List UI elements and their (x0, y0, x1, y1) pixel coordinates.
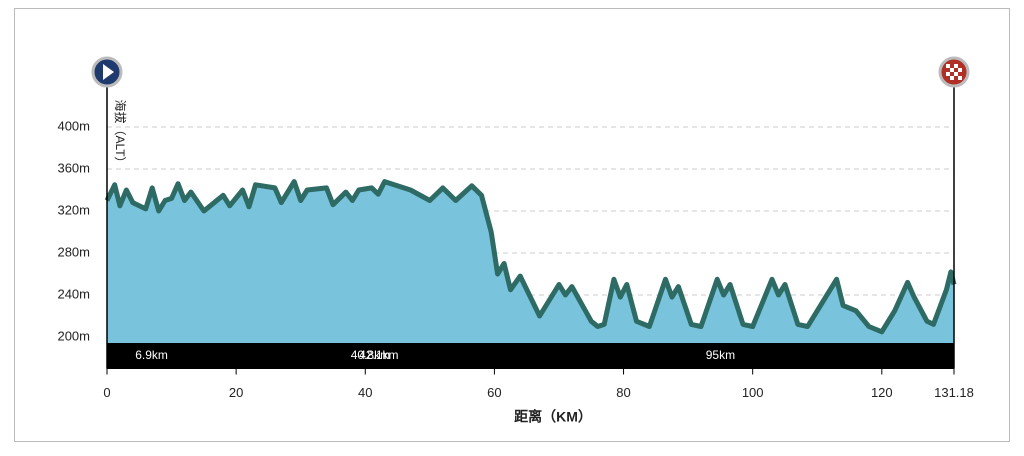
marker-label: 40.8km (351, 348, 390, 362)
start-arrow (103, 64, 114, 80)
elevation-line (104, 179, 957, 335)
y-tick-label: 360m (57, 160, 90, 175)
marker-label: 42.1km (359, 348, 398, 362)
finish-check (958, 68, 962, 72)
finish-check (946, 72, 950, 76)
x-axis-title: 距离（KM） (514, 409, 592, 425)
plot: 200m 240m 280m 320m 360m 400m 6.9km 40.8km42.1k… (57, 56, 974, 400)
y-tick-label: 240m (57, 286, 90, 301)
finish-check (950, 76, 954, 80)
finish-check (954, 72, 958, 76)
finish-check (946, 64, 950, 68)
distance-band (107, 343, 954, 369)
marker-label: 95km (706, 348, 735, 362)
marker-label: 6.9km (135, 348, 168, 362)
finish-check (958, 76, 962, 80)
x-tick-label: 0 (103, 385, 110, 400)
y-tick-label: 320m (57, 202, 90, 217)
y-tick-label: 200m (57, 328, 90, 343)
x-tick-label: 40 (358, 385, 372, 400)
x-tick-label: 100 (742, 385, 764, 400)
finish-check (954, 64, 958, 68)
finish-check (950, 68, 954, 72)
area (107, 181, 954, 369)
y-axis-title: 海拔（ALT） (113, 99, 128, 168)
y-tick-label: 400m (57, 118, 90, 133)
x-tick-label: 80 (616, 385, 630, 400)
y-tick-label: 280m (57, 244, 90, 259)
x-tick-label: 20 (229, 385, 243, 400)
x-tick-label: 60 (487, 385, 501, 400)
x-tick-label: 131.18 (934, 385, 974, 400)
x-tick-label: 120 (871, 385, 893, 400)
